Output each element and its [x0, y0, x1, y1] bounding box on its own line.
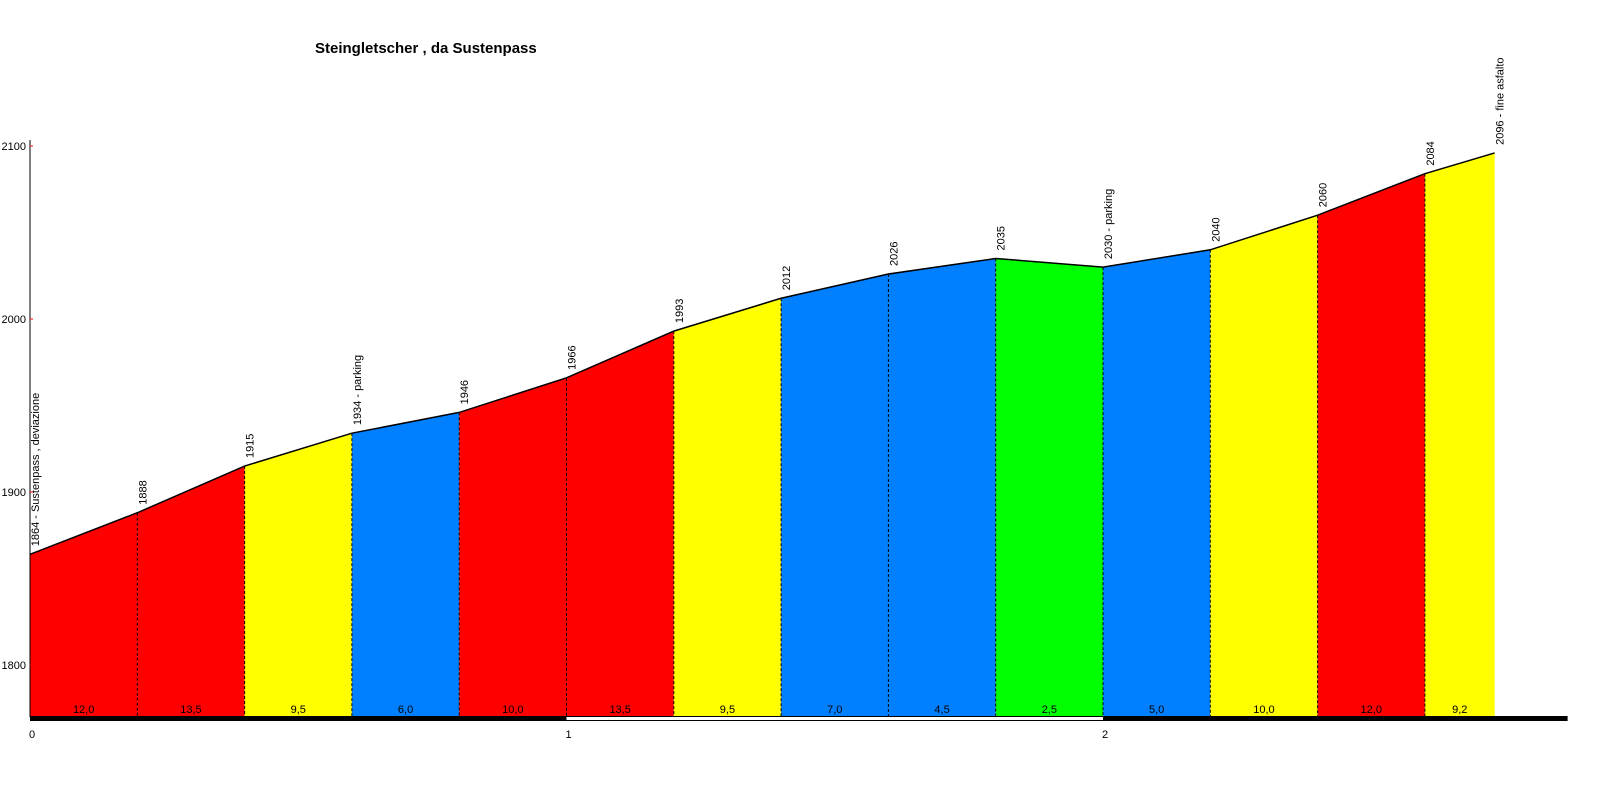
elevation-label: 2035 — [996, 226, 1008, 250]
gradient-label: 13,5 — [180, 704, 201, 716]
gradient-label: 10,0 — [1253, 704, 1274, 716]
gradient-label: 7,0 — [827, 704, 842, 716]
gradient-label: 13,5 — [609, 704, 630, 716]
y-tick-label: 1800 — [2, 660, 26, 672]
gradient-label: 10,0 — [502, 704, 523, 716]
gradient-label: 12,0 — [1361, 704, 1382, 716]
chart-title: Steingletscher , da Sustenpass — [315, 40, 537, 57]
y-tick-label: 2100 — [2, 141, 26, 153]
elevation-label: 2026 — [888, 242, 900, 266]
segment-area — [1210, 215, 1318, 717]
segment-area — [459, 377, 567, 717]
segment-area — [888, 258, 996, 717]
x-tick-label: 1 — [565, 729, 571, 741]
elevation-label: 2084 — [1425, 141, 1437, 165]
gradient-label: 9,5 — [291, 704, 306, 716]
segment-area — [1317, 173, 1425, 717]
gradient-label: 2,5 — [1042, 704, 1057, 716]
elevation-label: 1934 - parking — [352, 355, 364, 425]
elevation-label: 1993 — [674, 299, 686, 323]
gradient-label: 5,0 — [1149, 704, 1164, 716]
elevation-label: 1915 — [245, 434, 257, 458]
segment-area — [781, 274, 889, 717]
gradient-label: 9,2 — [1452, 704, 1467, 716]
elevation-label: 2030 - parking — [1103, 189, 1115, 259]
y-tick-label: 2000 — [2, 314, 26, 326]
distance-bar-km-2 — [566, 717, 1103, 720]
segment-area — [1103, 249, 1211, 718]
elevation-label: 1864 - Sustenpass , deviazione — [30, 393, 42, 547]
y-tick-label: 1900 — [2, 487, 26, 499]
segment-area — [137, 466, 245, 717]
segment-area — [995, 258, 1103, 717]
segment-area — [673, 298, 782, 717]
x-tick-label: 0 — [29, 729, 35, 741]
segment-area — [351, 412, 460, 717]
segment-area — [1424, 152, 1495, 718]
elevation-label: 1966 — [567, 345, 579, 369]
gradient-label: 6,0 — [398, 704, 413, 716]
segment-area — [30, 512, 138, 717]
gradient-label: 4,5 — [934, 704, 949, 716]
elevation-label: 1888 — [137, 480, 149, 504]
elevation-label: 2060 — [1318, 183, 1330, 207]
gradient-label: 12,0 — [73, 704, 94, 716]
elevation-label: 1946 — [459, 380, 471, 404]
elevation-label: 2012 — [781, 266, 793, 290]
segment-area — [566, 331, 674, 717]
elevation-label: 2096 - fine asfalto — [1495, 57, 1507, 144]
x-tick-label: 2 — [1102, 729, 1108, 741]
gradient-label: 9,5 — [720, 704, 735, 716]
elevation-label: 2040 — [1210, 217, 1222, 241]
segment-area — [244, 433, 352, 717]
